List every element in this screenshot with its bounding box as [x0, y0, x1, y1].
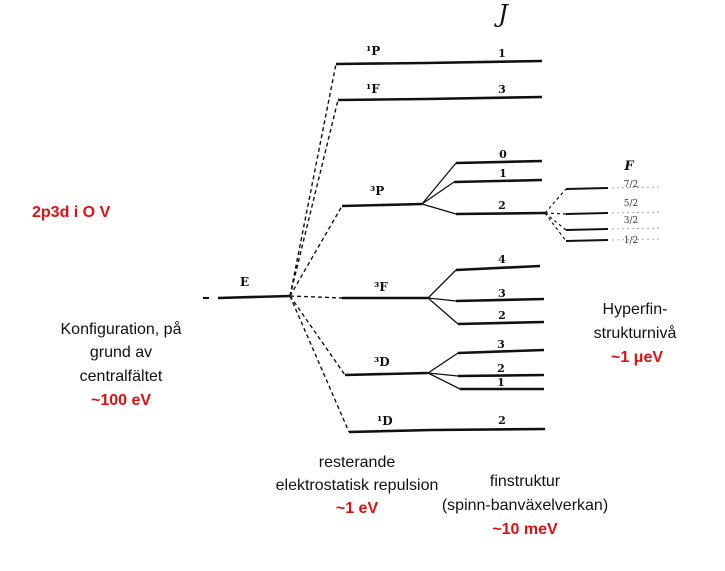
term-label-3P: ³P	[370, 184, 384, 198]
fine-structure-connectors	[421, 162, 461, 390]
j-value: 3	[497, 338, 505, 351]
fine-energy: ~10 meV	[492, 521, 558, 538]
hyperfine-energy: ~1 μeV	[611, 349, 663, 366]
j-value: 1	[498, 47, 506, 60]
config-level: E	[203, 275, 291, 300]
term-label-3F: ³F	[374, 280, 388, 294]
j-value: 3	[498, 83, 506, 96]
f-value: 7/2	[624, 180, 638, 190]
j-value: 2	[497, 362, 505, 375]
hyperfine-fade	[611, 186, 663, 241]
config-level-label: E	[240, 275, 249, 289]
term-label-1D: ¹D	[377, 414, 393, 428]
config-desc-line: grund av	[90, 344, 152, 361]
f-values: 7/2 5/2 3/2 1/2	[624, 180, 638, 246]
j-header: J	[493, 0, 509, 28]
config-desc-line: centralfältet	[80, 368, 163, 385]
f-value: 3/2	[624, 216, 638, 226]
term-levels	[335, 61, 433, 434]
hyperfine-annotation: Hyperfin- strukturnivå ~1 μeV	[594, 301, 677, 366]
fine-structure-levels	[453, 159, 546, 391]
f-header: F	[623, 159, 634, 174]
hyperfine-connectors	[544, 188, 567, 242]
config-annotation: Konfiguration, på grund av centralfältet…	[61, 320, 182, 409]
j-value: 3	[498, 287, 506, 300]
term-label-1P: ¹P	[366, 44, 380, 58]
j-value: 2	[498, 199, 506, 212]
f-value: 5/2	[624, 199, 638, 209]
j-value: 0	[499, 148, 507, 161]
config-desc-line: Konfiguration, på	[61, 320, 182, 338]
electrostatic-annotation: resterande elektrostatisk repulsion ~1 e…	[276, 454, 439, 517]
term-labels: ¹P ¹F ³P ³F ³D ¹D	[366, 44, 393, 428]
hyperfine-desc-line: strukturnivå	[594, 324, 677, 342]
j-values: 1 3 0 1 2 4 3 2 3 2 1 2	[497, 47, 507, 427]
electrostatic-desc-line: elektrostatisk repulsion	[276, 477, 439, 494]
fine-desc-line: finstruktur	[490, 473, 561, 490]
term-label-1F: ¹F	[366, 82, 380, 96]
j-value: 4	[498, 253, 506, 266]
term-label-3D: ³D	[374, 355, 390, 369]
j-value: 1	[499, 167, 507, 180]
f-value: 1/2	[624, 236, 638, 246]
electrostatic-energy: ~1 eV	[336, 500, 379, 517]
j-value: 2	[498, 309, 506, 322]
singlet-j-lines	[424, 59, 546, 432]
electrostatic-connectors	[289, 63, 350, 433]
fine-desc-line: (spinn-banväxelverkan)	[442, 497, 608, 514]
diagram-title: 2p3d i O V	[32, 204, 111, 221]
config-energy: ~100 eV	[91, 392, 151, 409]
fine-annotation: finstruktur (spinn-banväxelverkan) ~10 m…	[442, 473, 608, 538]
hyperfine-levels	[565, 187, 609, 242]
hyperfine-desc-line: Hyperfin-	[603, 301, 668, 318]
j-value: 2	[498, 414, 506, 427]
electrostatic-desc-line: resterande	[319, 454, 396, 471]
j-value: 1	[497, 376, 505, 389]
